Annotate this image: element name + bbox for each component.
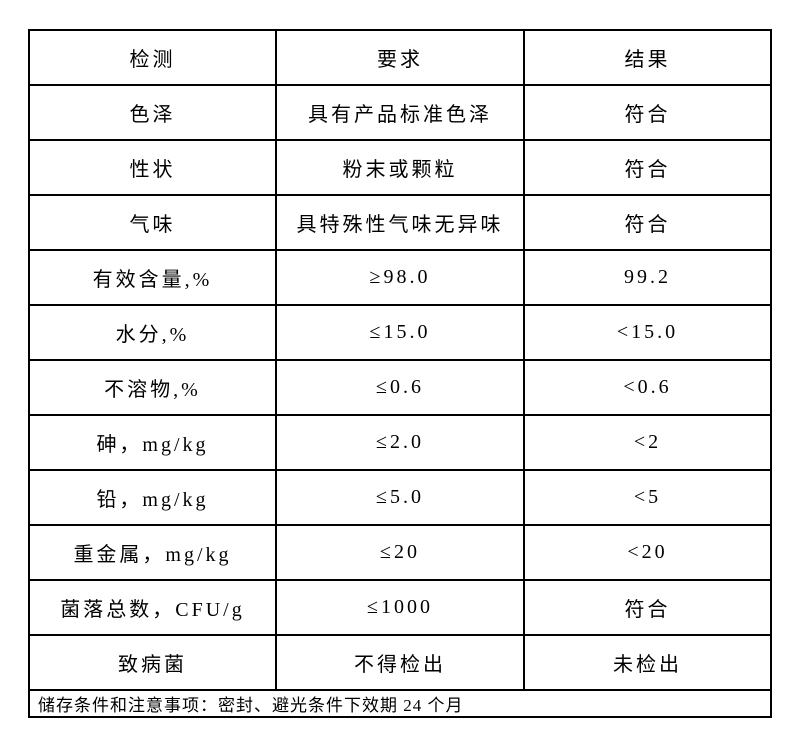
result-cell: <0.6 (523, 359, 772, 416)
table-row: 水分,% ≤15.0 <15.0 (28, 304, 772, 361)
item-cell: 铅，mg/kg (28, 469, 277, 526)
table-row: 菌落总数，CFU/g ≤1000 符合 (28, 579, 772, 636)
item-cell: 色泽 (28, 84, 277, 141)
item-cell: 气味 (28, 194, 277, 251)
result-cell: 符合 (523, 139, 772, 196)
requirement-cell: ≤5.0 (275, 469, 525, 526)
item-cell: 性状 (28, 139, 277, 196)
result-cell: <15.0 (523, 304, 772, 361)
item-cell: 菌落总数，CFU/g (28, 579, 277, 636)
requirement-cell: 具有产品标准色泽 (275, 84, 525, 141)
requirement-cell: 不得检出 (275, 634, 525, 691)
requirement-cell: 具特殊性气味无异味 (275, 194, 525, 251)
table-row: 性状 粉末或颗粒 符合 (28, 139, 772, 196)
requirement-cell: ≤2.0 (275, 414, 525, 471)
result-cell: <20 (523, 524, 772, 581)
item-cell: 致病菌 (28, 634, 277, 691)
header-requirement: 要求 (275, 29, 525, 86)
requirement-cell: ≤0.6 (275, 359, 525, 416)
table-row: 铅，mg/kg ≤5.0 <5 (28, 469, 772, 526)
result-cell: 符合 (523, 194, 772, 251)
table-row: 气味 具特殊性气味无异味 符合 (28, 194, 772, 251)
result-cell: 符合 (523, 579, 772, 636)
table-row: 有效含量,% ≥98.0 99.2 (28, 249, 772, 306)
storage-note: 储存条件和注意事项：密封、避光条件下效期 24 个月 (28, 689, 772, 718)
requirement-cell: ≥98.0 (275, 249, 525, 306)
requirement-cell: ≤20 (275, 524, 525, 581)
table-row: 砷，mg/kg ≤2.0 <2 (28, 414, 772, 471)
item-cell: 不溶物,% (28, 359, 277, 416)
item-cell: 水分,% (28, 304, 277, 361)
result-cell: 未检出 (523, 634, 772, 691)
result-cell: <2 (523, 414, 772, 471)
footer-row: 储存条件和注意事项：密封、避光条件下效期 24 个月 (28, 689, 772, 718)
table-row: 重金属，mg/kg ≤20 <20 (28, 524, 772, 581)
requirement-cell: ≤15.0 (275, 304, 525, 361)
result-cell: 符合 (523, 84, 772, 141)
requirement-cell: ≤1000 (275, 579, 525, 636)
header-row: 检测 要求 结果 (28, 29, 772, 86)
requirement-cell: 粉末或颗粒 (275, 139, 525, 196)
table-row: 色泽 具有产品标准色泽 符合 (28, 84, 772, 141)
result-cell: <5 (523, 469, 772, 526)
item-cell: 砷，mg/kg (28, 414, 277, 471)
header-result: 结果 (523, 29, 772, 86)
item-cell: 重金属，mg/kg (28, 524, 277, 581)
inspection-table: 检测 要求 结果 色泽 具有产品标准色泽 符合 性状 粉末或颗粒 符合 气味 具… (28, 29, 772, 718)
result-cell: 99.2 (523, 249, 772, 306)
table-row: 不溶物,% ≤0.6 <0.6 (28, 359, 772, 416)
table-row: 致病菌 不得检出 未检出 (28, 634, 772, 691)
header-item: 检测 (28, 29, 277, 86)
item-cell: 有效含量,% (28, 249, 277, 306)
